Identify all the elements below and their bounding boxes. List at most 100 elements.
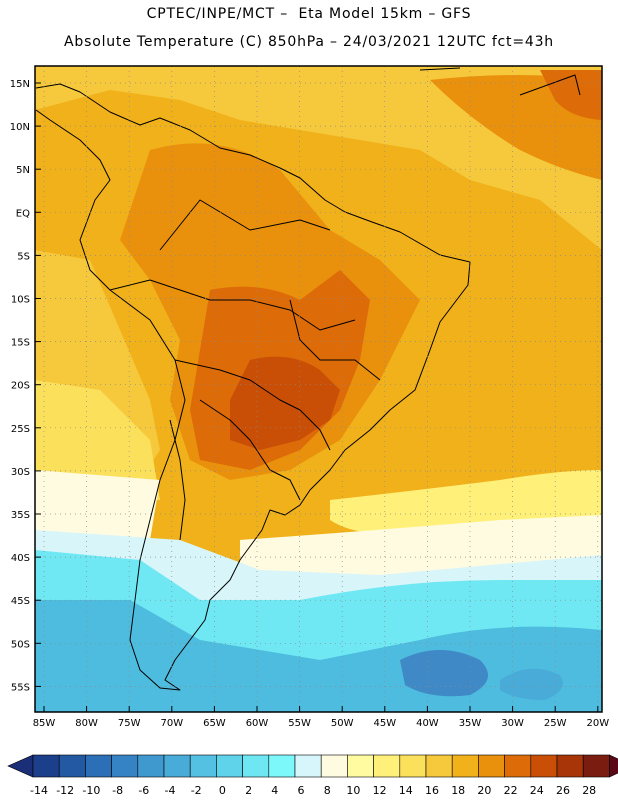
country-border-6: [289, 299, 381, 381]
colorbar-label: -12: [56, 784, 74, 797]
colorbar-swatch: [504, 754, 532, 778]
lat-label: 20S: [11, 381, 30, 392]
colorbar-label: 4: [271, 784, 278, 797]
colorbar: -14 -12 -10 -8 -6 -4 -2 0 2 4 6 8 10 12 14 16 18 20 22 24 26…: [7, 754, 618, 797]
title-line-2: Absolute Temperature (C) 850hPa – 24/03/…: [64, 34, 554, 50]
field-pacific-pale: [35, 470, 160, 540]
lon-label: 35W: [459, 718, 482, 729]
lon-label: 60W: [246, 718, 269, 729]
lat-label: 40S: [11, 553, 30, 564]
lon-label: 75W: [118, 718, 141, 729]
caribbean-outline: [419, 67, 581, 96]
colorbar-label: -6: [138, 784, 149, 797]
colorbar-label: 26: [556, 784, 570, 797]
lat-label: 35S: [11, 510, 30, 521]
country-border-5: [169, 419, 186, 541]
colorbar-label: 10: [346, 784, 360, 797]
colorbar-swatch: [373, 754, 401, 778]
colorbar-swatches: [7, 754, 618, 778]
lat-label: 30S: [11, 467, 30, 478]
lat-label: 10S: [11, 295, 30, 306]
temperature-field: [35, 66, 602, 712]
colorbar-swatch: [32, 754, 60, 778]
colorbar-swatch: [320, 754, 348, 778]
colorbar-label: -8: [112, 784, 123, 797]
lat-label: 10N: [10, 122, 30, 133]
colorbar-swatch: [111, 754, 139, 778]
colorbar-swatch: [58, 754, 86, 778]
colorbar-label: 28: [582, 784, 596, 797]
title-line-1: CPTEC/INPE/MCT – Eta Model 15km – GFS: [146, 6, 472, 22]
lon-label: 25W: [544, 718, 567, 729]
colorbar-swatch: [399, 754, 427, 778]
lat-label: 15N: [10, 79, 30, 90]
lon-label: 80W: [75, 718, 98, 729]
colorbar-swatch: [242, 754, 270, 778]
lon-label: 85W: [33, 718, 56, 729]
colorbar-swatch: [163, 754, 191, 778]
colorbar-label: 6: [298, 784, 305, 797]
colorbar-swatch: [294, 754, 322, 778]
colorbar-label: 2: [245, 784, 252, 797]
field-atlantic-yellow: [330, 470, 602, 534]
colorbar-swatch: [478, 754, 505, 778]
colorbar-swatch: [268, 754, 296, 778]
lat-label: 15S: [11, 338, 30, 349]
lon-label: 20W: [586, 718, 609, 729]
lon-label: 30W: [501, 718, 524, 729]
lat-label: 5S: [17, 251, 30, 262]
colorbar-label: 18: [451, 784, 465, 797]
colorbar-swatch: [451, 754, 479, 778]
colorbar-label: -4: [165, 784, 176, 797]
lat-label: EQ: [16, 208, 30, 219]
colorbar-under-arrow: [7, 754, 34, 778]
lon-label: 65W: [203, 718, 226, 729]
lat-label: 50S: [11, 639, 30, 650]
south-america-outline: [35, 83, 471, 691]
lon-label: 55W: [288, 718, 311, 729]
colorbar-label: 8: [324, 784, 331, 797]
colorbar-over-arrow: [609, 754, 618, 778]
colorbar-swatch: [582, 754, 610, 778]
temperature-map: 15N 10N 5N EQ 5S 10S 15S 20S 25S 30S 35S 40S 45S 50S 5…: [10, 65, 609, 729]
colorbar-label: 22: [504, 784, 518, 797]
lon-label: 40W: [416, 718, 439, 729]
land-outline: [35, 67, 581, 691]
colorbar-swatch: [85, 754, 112, 778]
colorbar-label: 24: [530, 784, 544, 797]
colorbar-swatch: [556, 754, 584, 778]
colorbar-label: -10: [82, 784, 100, 797]
field-cold-pool: [400, 650, 488, 697]
lon-label: 45W: [373, 718, 396, 729]
lon-label: 50W: [331, 718, 354, 729]
colorbar-label: 0: [219, 784, 226, 797]
lat-label: 5N: [16, 165, 30, 176]
map-frame: [34, 65, 603, 713]
country-border-2: [109, 279, 356, 331]
country-border-3: [174, 359, 331, 451]
lat-label: 55S: [11, 682, 30, 693]
country-border-1: [159, 199, 331, 251]
colorbar-label: 16: [425, 784, 439, 797]
colorbar-swatch: [137, 754, 165, 778]
colorbar-swatch: [189, 754, 217, 778]
colorbar-swatch: [216, 754, 243, 778]
longitude-labels: 85W 80W 75W 70W 65W 60W 55W 50W 45W 40W 35W 30W 25W 2…: [33, 706, 609, 729]
colorbar-labels: -14 -12 -10 -8 -6 -4 -2 0 2 4 6 8 10 12 14 16 18 20 22 24 26…: [30, 784, 596, 797]
country-border-4: [199, 399, 301, 501]
colorbar-label: 12: [373, 784, 387, 797]
colorbar-label: -2: [191, 784, 202, 797]
lat-label: 45S: [11, 596, 30, 607]
colorbar-swatch: [425, 754, 453, 778]
colorbar-label: 14: [399, 784, 413, 797]
field-cold-pool-east: [500, 668, 563, 700]
colorbar-label: 20: [477, 784, 491, 797]
latitude-labels: 15N 10N 5N EQ 5S 10S 15S 20S 25S 30S 35S 40S 45S 50S 5…: [10, 79, 41, 693]
colorbar-label: -14: [30, 784, 48, 797]
field-north-gold: [35, 66, 602, 250]
colorbar-swatch: [530, 754, 558, 778]
field-land-brick: [230, 356, 340, 450]
colorbar-swatch: [347, 754, 374, 778]
lon-label: 70W: [160, 718, 183, 729]
lat-label: 25S: [11, 424, 30, 435]
